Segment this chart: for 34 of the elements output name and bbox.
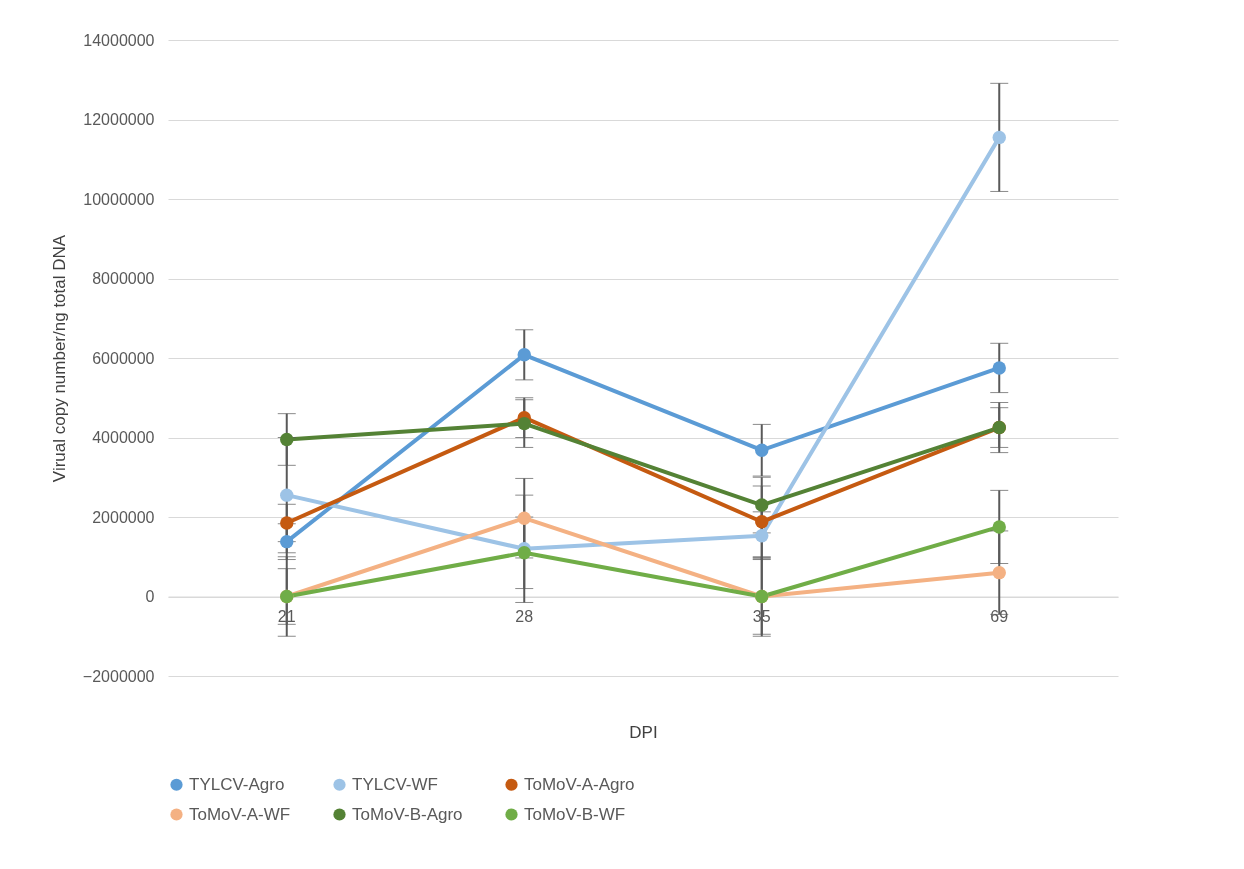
point: [755, 498, 769, 512]
point: [517, 348, 531, 362]
legend-label: ToMoV-B-Agro: [352, 804, 463, 824]
point: [517, 416, 531, 431]
y-tick-label: 2000000: [92, 508, 155, 526]
point: [755, 515, 769, 529]
point: [280, 534, 294, 549]
y-tick-label: 0: [145, 588, 155, 605]
y-tick-label: 14000000: [83, 31, 155, 49]
point: [992, 520, 1006, 534]
x-tick-label: 28: [515, 608, 534, 625]
legend-label: ToMoV-B-WF: [524, 804, 626, 824]
legend-label: ToMoV-A-WF: [189, 804, 291, 824]
y-tick-label: 12000000: [83, 111, 155, 128]
point: [517, 546, 531, 560]
point: [517, 511, 531, 525]
y-tick-label: −2000000: [82, 667, 155, 685]
point: [280, 516, 294, 530]
point: [992, 361, 1006, 375]
x-axis-title: DPI: [629, 722, 658, 742]
y-axis-title: Virual copy number/ng total DNA: [49, 234, 69, 483]
y-tick-label: 6000000: [92, 349, 155, 367]
point: [992, 130, 1006, 145]
point: [280, 488, 294, 502]
point: [755, 528, 769, 543]
y-tick-label: 4000000: [92, 429, 155, 446]
point: [992, 565, 1006, 580]
legend-label: ToMoV-A-Agro: [524, 774, 635, 794]
y-tick-label: 10000000: [83, 190, 155, 208]
legend-label: TYLCV-Agro: [189, 774, 285, 794]
legend-label: TYLCV-WF: [352, 774, 438, 794]
y-tick-label: 8000000: [92, 270, 155, 287]
point: [280, 432, 294, 447]
point: [755, 443, 769, 457]
